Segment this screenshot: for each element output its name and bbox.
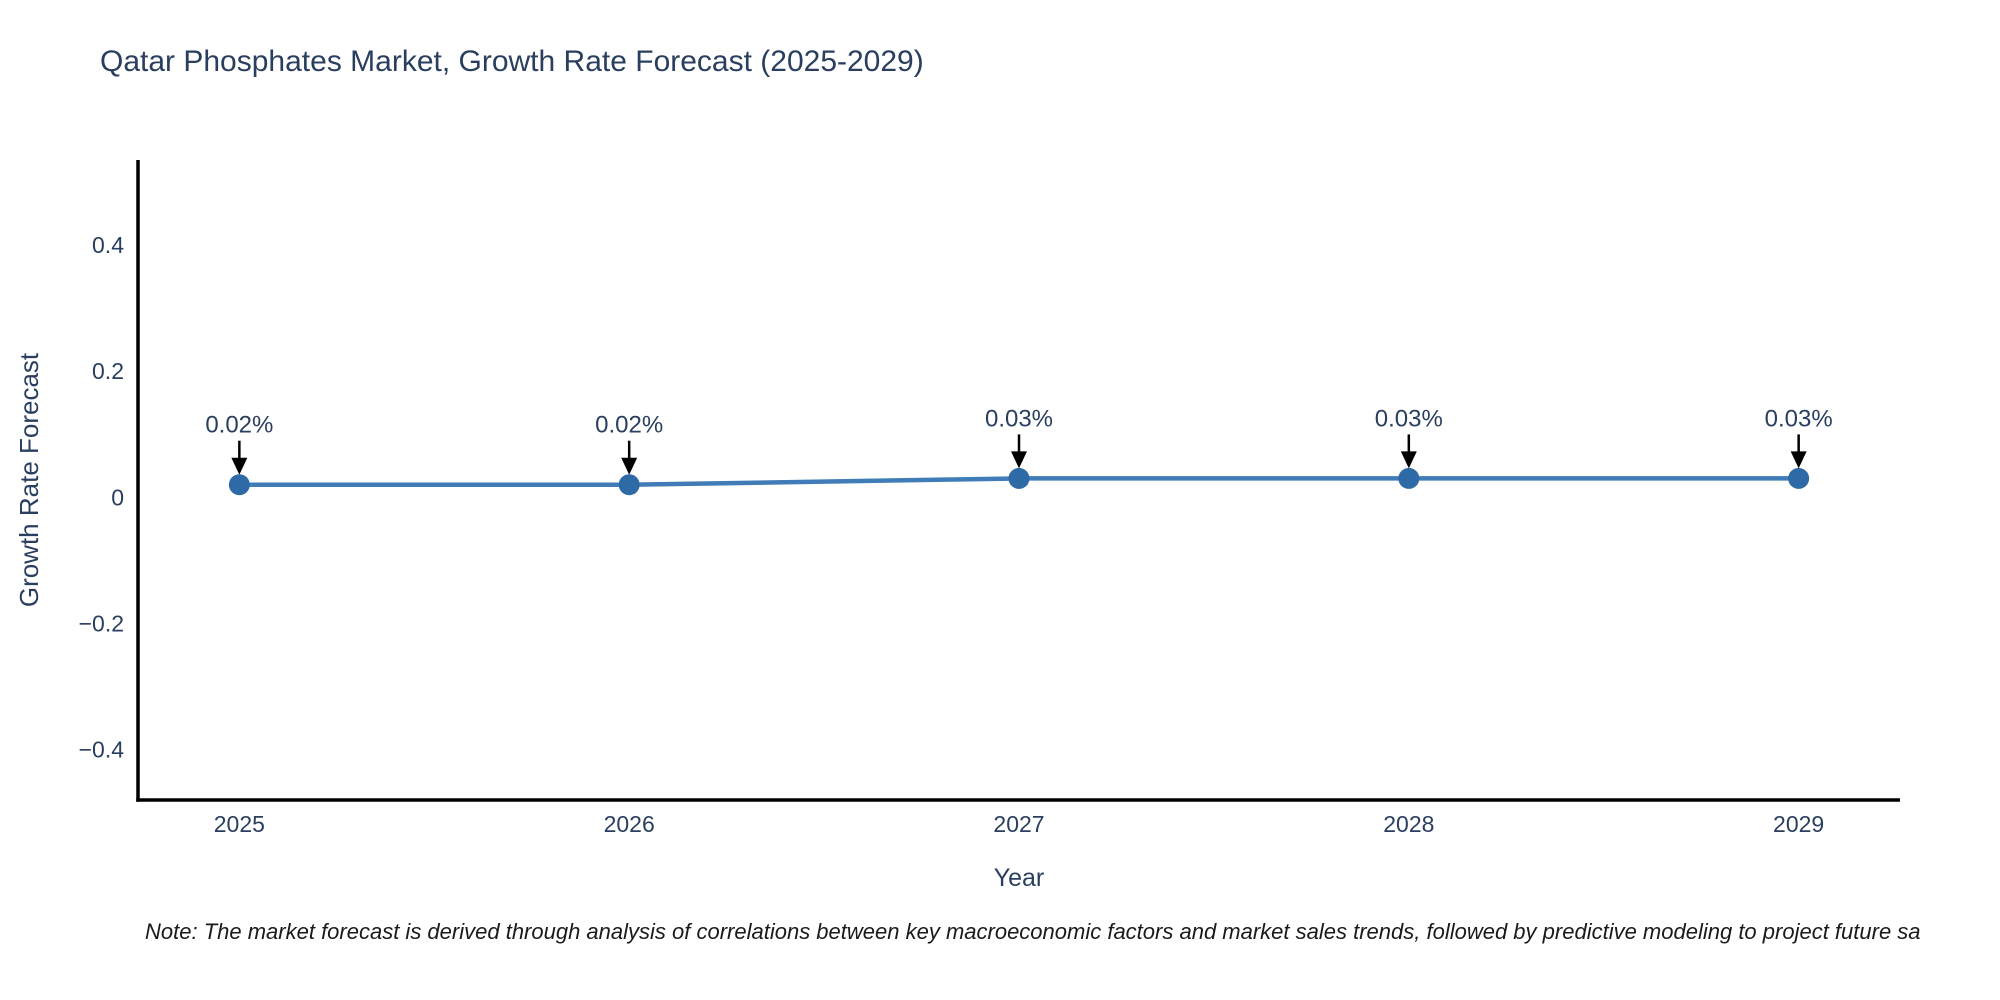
footnote: Note: The market forecast is derived thr… — [145, 919, 1921, 944]
y-tick-label: 0.4 — [92, 232, 124, 258]
x-tick-label: 2027 — [993, 811, 1044, 837]
annotation-arrowhead — [1790, 451, 1807, 469]
annotation-label: 0.02% — [595, 412, 663, 439]
annotation-label: 0.03% — [985, 405, 1053, 432]
x-tick-label: 2025 — [214, 811, 265, 837]
data-point-marker — [1008, 467, 1030, 489]
y-tick-label: −0.4 — [79, 737, 125, 763]
data-point-marker — [228, 474, 250, 496]
y-axis-title: Growth Rate Forecast — [14, 352, 44, 607]
x-tick-label: 2026 — [604, 811, 655, 837]
chart-title: Qatar Phosphates Market, Growth Rate For… — [100, 45, 924, 78]
y-tick-label: −0.2 — [79, 610, 124, 636]
data-point-marker — [1788, 467, 1810, 489]
annotation-label: 0.03% — [1765, 405, 1833, 432]
x-tick-label: 2028 — [1383, 811, 1434, 837]
x-axis-title: Year — [994, 864, 1045, 892]
annotation-arrowhead — [1011, 451, 1027, 469]
data-point-marker — [1398, 467, 1420, 489]
annotation-label: 0.02% — [205, 412, 273, 439]
y-tick-label: 0 — [111, 484, 124, 510]
annotation-arrowhead — [621, 457, 638, 475]
annotation-arrowhead — [231, 457, 248, 475]
y-tick-label: 0.2 — [92, 358, 124, 384]
annotation-arrowhead — [1400, 451, 1417, 469]
annotation-label: 0.03% — [1375, 405, 1443, 432]
data-point-marker — [618, 474, 640, 496]
x-tick-label: 2029 — [1773, 811, 1824, 837]
